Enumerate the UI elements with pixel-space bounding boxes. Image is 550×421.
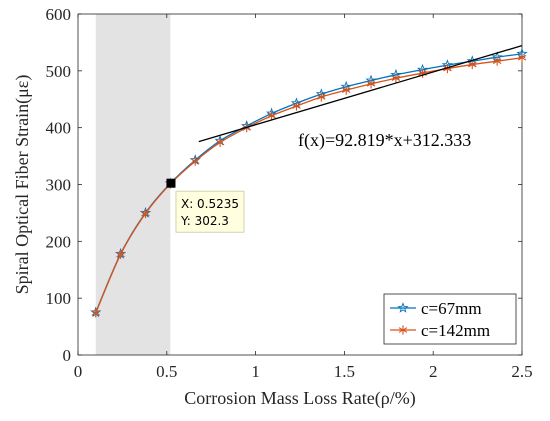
data-point-series-1 bbox=[141, 208, 150, 219]
datatip-x-text: X: 0.5235 bbox=[181, 197, 239, 211]
y-axis-label: Spiral Optical Fiber Strain(με) bbox=[12, 75, 33, 295]
datatip[interactable]: X: 0.5235 Y: 302.3 bbox=[175, 190, 245, 233]
legend-label-c67: c=67mm bbox=[421, 299, 482, 318]
y-tick-label: 500 bbox=[46, 62, 72, 81]
data-point-series-1 bbox=[366, 79, 376, 89]
data-point-series-1 bbox=[517, 53, 527, 63]
y-tick-label: 600 bbox=[46, 5, 72, 24]
datatip-y-text: Y: 302.3 bbox=[180, 214, 229, 228]
datatip-box bbox=[175, 190, 245, 233]
data-point-series-1 bbox=[468, 59, 477, 70]
y-tick-label: 300 bbox=[46, 176, 72, 195]
data-point-series-1 bbox=[190, 156, 200, 166]
y-tick-label: 0 bbox=[63, 346, 72, 365]
data-point-series-1 bbox=[391, 73, 401, 83]
data-point-series-1 bbox=[215, 137, 225, 148]
data-point-series-1 bbox=[341, 85, 351, 95]
fit-line bbox=[198, 44, 523, 143]
legend-marker-0 bbox=[397, 302, 409, 313]
x-tick-label: 2.5 bbox=[511, 362, 532, 381]
datatip-marker bbox=[166, 178, 176, 188]
legend-label-c142: c=142mm bbox=[421, 321, 490, 340]
x-axis-label: Corrosion Mass Loss Rate(ρ/%) bbox=[184, 388, 415, 409]
data-point-series-1 bbox=[116, 249, 125, 259]
y-tick-label: 100 bbox=[46, 289, 72, 308]
y-tick-label: 400 bbox=[46, 119, 72, 138]
plot-area: 0 0.5 1 1.5 2 2.5 0 100 200 300 400 500 600 bbox=[46, 5, 533, 381]
data-point-series-1 bbox=[91, 308, 101, 318]
fit-equation-label: f(x)=92.819*x+312.333 bbox=[298, 130, 471, 151]
x-tick-label: 2 bbox=[429, 362, 438, 381]
data-point-series-1 bbox=[292, 101, 301, 111]
legend-box bbox=[383, 293, 517, 345]
x-tick-label: 1 bbox=[251, 362, 260, 381]
data-point-series-1 bbox=[492, 56, 502, 66]
shaded-region bbox=[95, 14, 171, 355]
y-tick-label: 200 bbox=[46, 232, 72, 251]
x-tick-label: 0.5 bbox=[156, 362, 177, 381]
data-point-series-1 bbox=[267, 111, 276, 121]
data-point-series-1 bbox=[317, 92, 326, 102]
x-tick-label: 1.5 bbox=[334, 362, 355, 381]
legend-marker-1 bbox=[398, 325, 408, 335]
legend[interactable]: c=67mm c=142mm bbox=[383, 293, 517, 345]
x-tick-label: 0 bbox=[74, 362, 83, 381]
